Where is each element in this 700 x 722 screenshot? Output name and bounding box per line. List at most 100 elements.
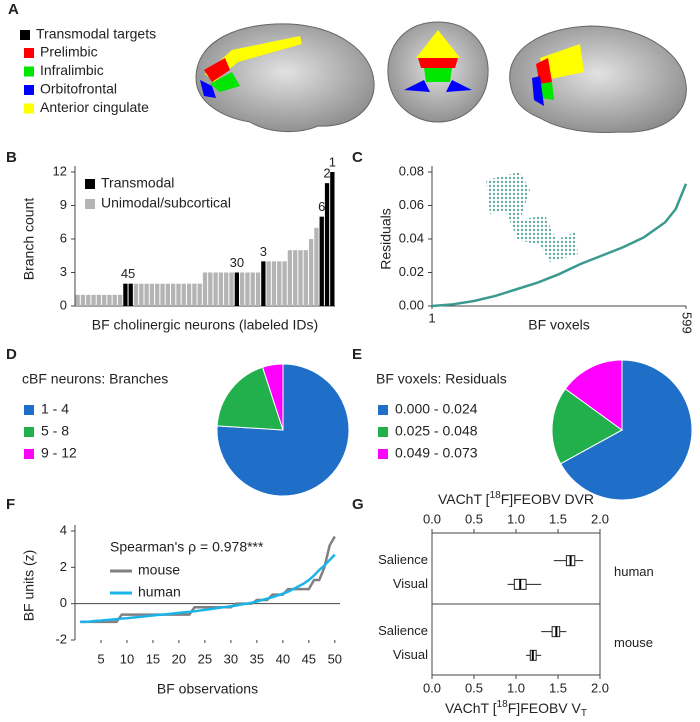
bar xyxy=(261,261,266,306)
bar xyxy=(144,283,149,306)
bar xyxy=(314,227,319,306)
bar xyxy=(330,172,335,306)
bar xyxy=(155,283,160,306)
legend-swatch xyxy=(24,85,34,95)
y-tick-label: 0.00 xyxy=(399,297,424,312)
bar xyxy=(282,261,287,306)
bar xyxy=(171,283,176,306)
bar xyxy=(287,250,293,306)
y-tick-label: 9 xyxy=(60,197,67,212)
bar xyxy=(139,283,144,306)
x-tick-label: 30 xyxy=(224,651,238,666)
y-tick-label: 12 xyxy=(53,163,67,178)
bar-id-label: 5 xyxy=(128,266,135,281)
pie-slice xyxy=(559,359,693,501)
x-tick-label-top: 1.0 xyxy=(507,511,525,526)
bar xyxy=(102,294,107,306)
pie-slice xyxy=(564,359,623,431)
bar xyxy=(250,272,255,306)
bar xyxy=(149,283,155,306)
x-tick-label-top: 0.0 xyxy=(423,511,441,526)
legend-swatch xyxy=(24,405,34,415)
y-tick-label: 4 xyxy=(60,522,67,537)
bar xyxy=(298,250,303,306)
legend-title: Transmodal targets xyxy=(36,26,156,42)
x-tick-label-bottom: 1.0 xyxy=(507,680,525,695)
legend-label: Prelimbic xyxy=(40,44,98,60)
label-part: 18 xyxy=(490,490,502,501)
x-axis-label: VAChT [18F]FEOBV DVR xyxy=(438,490,594,507)
category-label: Salience xyxy=(378,552,428,567)
category-label: Visual xyxy=(393,576,428,591)
category-label: Salience xyxy=(378,623,428,638)
brain-3d xyxy=(509,25,687,133)
y-tick-label: 0.02 xyxy=(399,264,424,279)
panel-label: E xyxy=(352,346,362,363)
y-tick-label: 3 xyxy=(60,264,67,279)
brain-coronal xyxy=(387,21,489,123)
x-tick-label: 50 xyxy=(328,651,342,666)
legend-label: 1 - 4 xyxy=(41,401,69,417)
legend-swatch xyxy=(24,449,34,459)
bar xyxy=(213,272,218,306)
y-tick-label: 2 xyxy=(60,559,67,574)
y-tick-label: 0 xyxy=(60,297,67,312)
label-part: VAChT [ xyxy=(445,700,497,716)
x-tick-label: 35 xyxy=(250,651,264,666)
bar xyxy=(165,283,171,306)
legend-label: 0.049 - 0.073 xyxy=(395,445,478,461)
bar xyxy=(208,272,213,306)
legend-swatch xyxy=(20,30,30,40)
label-part: 18 xyxy=(497,699,509,710)
y-axis-label: BF units (z) xyxy=(21,550,37,622)
x-tick-label: 15 xyxy=(146,651,160,666)
bar xyxy=(234,272,239,306)
bar xyxy=(229,272,234,306)
legend: Prelimbic Infralimbic Orbitofrontal Anterio… xyxy=(24,44,149,115)
bar xyxy=(303,250,308,306)
legend-swatch xyxy=(378,449,388,459)
x-tick-label: 45 xyxy=(302,651,316,666)
x-axis-label: BF voxels xyxy=(528,317,589,333)
bar xyxy=(123,283,128,306)
y-tick-label: 0 xyxy=(60,595,67,610)
legend-label: 5 - 8 xyxy=(41,423,69,439)
line-series xyxy=(80,553,336,624)
bar xyxy=(176,283,181,306)
pie-slice xyxy=(551,388,623,465)
x-tick-label-bottom: 0.0 xyxy=(423,680,441,695)
x-tick-label: 10 xyxy=(120,651,134,666)
bar xyxy=(308,239,314,306)
label-part: VAChT [ xyxy=(438,491,490,507)
bar xyxy=(266,261,271,306)
legend-label: mouse xyxy=(138,562,180,578)
x-tick-label-top: 1.5 xyxy=(549,511,567,526)
panel-label: A xyxy=(8,1,19,18)
y-tick-label: 0.06 xyxy=(399,197,424,212)
bar-id-label: 4 xyxy=(121,266,128,281)
bar xyxy=(186,283,192,306)
legend-swatch xyxy=(24,427,34,437)
legend-label: 9 - 12 xyxy=(41,445,77,461)
legend-swatch xyxy=(378,427,388,437)
y-tick-label: 0.08 xyxy=(399,163,424,178)
legend-label: Orbitofrontal xyxy=(40,81,117,97)
x-tick-label: 20 xyxy=(172,651,186,666)
bar xyxy=(277,261,282,306)
brain-sagittal xyxy=(195,23,375,133)
legend-swatch xyxy=(378,405,388,415)
bar xyxy=(245,272,250,306)
bar xyxy=(75,294,80,306)
bar xyxy=(112,294,117,306)
legend-label: Infralimbic xyxy=(40,62,104,78)
bar xyxy=(117,294,123,306)
x-tick-label-bottom: 0.5 xyxy=(465,680,483,695)
x-tick-label-bottom: 2.0 xyxy=(591,680,609,695)
panel-label: D xyxy=(6,346,17,363)
pie-title: cBF neurons: Branches xyxy=(22,371,168,387)
legend-label: Unimodal/subcortical xyxy=(101,195,231,211)
inset-brain xyxy=(486,172,578,262)
panel-label: F xyxy=(6,496,15,513)
bar xyxy=(202,272,208,306)
